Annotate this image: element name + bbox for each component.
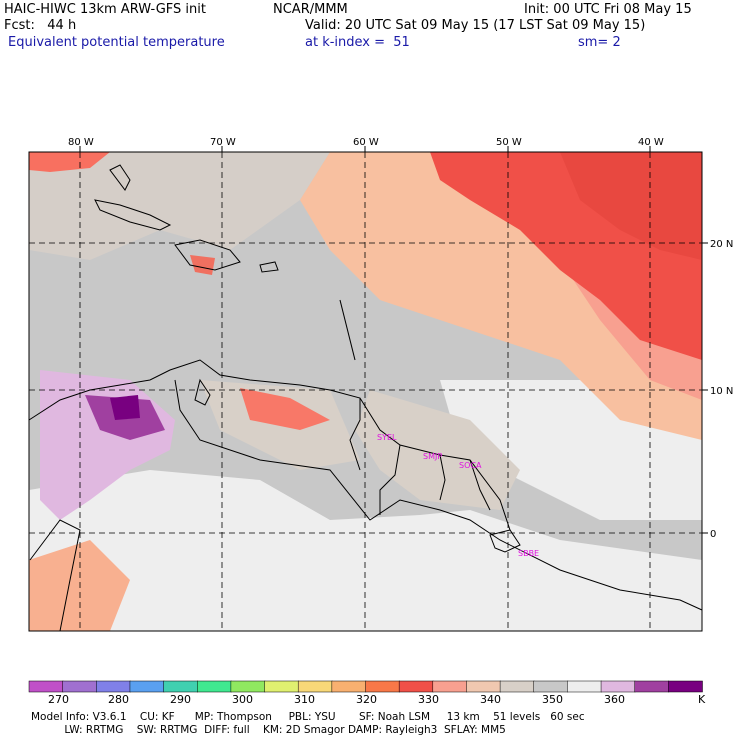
colorbar-swatch: [466, 680, 501, 693]
colorbar: [28, 680, 703, 693]
model-info-line2: LW: RRTMG SW: RRTMG DIFF: full KM: 2D Sm…: [31, 724, 506, 736]
station-markers: SYEL SMJP SOCA SBBE: [377, 433, 539, 558]
station-label: SYEL: [377, 433, 397, 442]
colorbar-swatch: [567, 680, 602, 693]
lat-label: 0: [710, 529, 716, 540]
colorbar-tick-label: 360: [604, 693, 625, 706]
colorbar-swatch: [197, 680, 232, 693]
init-time: Init: 00 UTC Fri 08 May 15: [524, 2, 692, 17]
map-frame: [28, 151, 703, 632]
lon-label: 50 W: [496, 137, 522, 148]
station-label: SMJP: [423, 452, 442, 461]
colorbar-tick-label: 280: [108, 693, 129, 706]
lat-label: 20 N: [710, 239, 733, 250]
colorbar-tick-label: 350: [542, 693, 563, 706]
colorbar-swatch: [634, 680, 670, 693]
colorbar-swatch: [600, 680, 636, 693]
lon-label: 40 W: [638, 137, 664, 148]
colorbar-swatch: [163, 680, 199, 693]
station-label: SBBE: [518, 549, 539, 558]
lon-label: 80 W: [68, 137, 94, 148]
colorbar-swatch: [432, 680, 468, 693]
colorbar-tick-label: 300: [232, 693, 253, 706]
model-info-line1: Model Info: V3.6.1 CU: KF MP: Thompson P…: [31, 711, 585, 723]
colorbar-swatch: [398, 680, 434, 693]
colorbar-swatch: [129, 680, 165, 693]
colorbar-tick-label: 330: [418, 693, 439, 706]
colorbar-swatch: [28, 680, 64, 693]
colorbar-swatch: [297, 680, 333, 693]
valid-time: Valid: 20 UTC Sat 09 May 15 (17 LST Sat …: [305, 18, 646, 33]
lon-label: 70 W: [210, 137, 236, 148]
axis-ticks: [79, 146, 708, 534]
station-label: SOCA: [459, 461, 482, 470]
org-label: NCAR/MMM: [273, 2, 348, 17]
forecast-hour: Fcst: 44 h: [4, 18, 77, 33]
colorbar-swatch: [62, 680, 98, 693]
colorbar-swatch: [264, 680, 299, 693]
colorbar-tick-label: 320: [356, 693, 377, 706]
field-name: Equivalent potential temperature: [8, 35, 225, 50]
colorbar-swatch: [365, 680, 400, 693]
level-label: at k-index = 51: [305, 35, 410, 50]
colorbar-swatch: [331, 680, 367, 693]
colorbar-swatch: [499, 680, 535, 693]
lon-label: 60 W: [353, 137, 379, 148]
colorbar-tick-label: 310: [294, 693, 315, 706]
model-title: HAIC-HIWC 13km ARW-GFS init: [4, 2, 206, 17]
colorbar-swatch: [96, 680, 131, 693]
coastlines: [28, 164, 703, 632]
colorbar-swatch: [533, 680, 569, 693]
lat-label: 10 N: [710, 386, 733, 397]
colorbar-swatch: [230, 680, 266, 693]
colorbar-swatch: [668, 680, 703, 693]
colorbar-tick-label: 290: [170, 693, 191, 706]
smoothing-label: sm= 2: [578, 35, 621, 50]
temperature-field: [29, 152, 702, 631]
colorbar-tick-label: 340: [480, 693, 501, 706]
colorbar-unit: K: [698, 693, 706, 706]
colorbar-tick-label: 270: [48, 693, 69, 706]
lat-lon-grid: [29, 152, 702, 631]
